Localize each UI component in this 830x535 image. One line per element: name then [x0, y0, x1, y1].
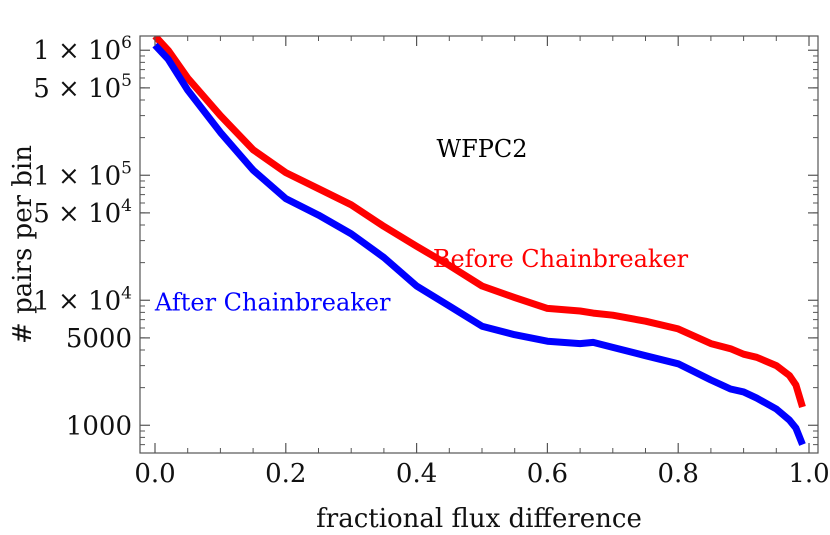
y-tick-exponent: 6: [121, 33, 132, 53]
x-tick-label: 0.8: [658, 459, 699, 489]
y-tick-mantissa: 1: [33, 161, 50, 191]
annotation-label: After Chainbreaker: [154, 288, 391, 316]
series-line-1: [152, 42, 806, 446]
annotation-label: WFPC2: [436, 135, 527, 163]
y-tick-exponent: 4: [121, 196, 132, 216]
x-tick-label: 0.6: [527, 459, 568, 489]
y-tick-times: × 10: [50, 161, 121, 191]
annotations: WFPC2 Before Chainbreaker After Chainbreak…: [154, 135, 689, 316]
y-tick-times: × 10: [50, 286, 121, 316]
y-tick-label: 5 × 104: [33, 196, 132, 229]
x-tick-label: 0.4: [396, 459, 437, 489]
y-tick-mantissa: 5: [33, 74, 50, 104]
y-tick-times: × 10: [50, 36, 121, 66]
y-tick-exponent: 5: [121, 71, 132, 91]
annotation-label: Before Chainbreaker: [433, 245, 689, 273]
x-tick-label: 0.2: [265, 459, 306, 489]
plot-frame: [139, 35, 819, 454]
y-tick-mantissa: 1: [33, 36, 50, 66]
y-tick-label: 1 × 105: [33, 158, 132, 191]
x-tick-label: 0.0: [134, 459, 175, 489]
y-tick-mantissa: 1: [33, 286, 50, 316]
y-tick-times: × 10: [50, 199, 121, 229]
y-tick-label: 1 × 106: [33, 33, 132, 66]
y-tick-label: 5000: [66, 324, 132, 354]
x-axis-label: fractional flux difference: [316, 504, 642, 534]
y-tick-label: 1 × 104: [33, 283, 132, 316]
y-axis-label: # pairs per bin: [8, 145, 38, 344]
x-axis: 0.0 0.2 0.4 0.6 0.8 1.0: [134, 36, 830, 489]
series-layer: [152, 36, 806, 446]
y-tick-times: × 10: [50, 74, 121, 104]
y-tick-exponent: 5: [121, 158, 132, 178]
series-line-0: [152, 36, 806, 409]
x-tick-label: 1.0: [788, 459, 829, 489]
y-tick-exponent: 4: [121, 283, 132, 303]
y-tick-label: 1000: [66, 411, 132, 441]
y-tick-label: 5 × 105: [33, 71, 132, 104]
y-tick-mantissa: 5: [33, 199, 50, 229]
